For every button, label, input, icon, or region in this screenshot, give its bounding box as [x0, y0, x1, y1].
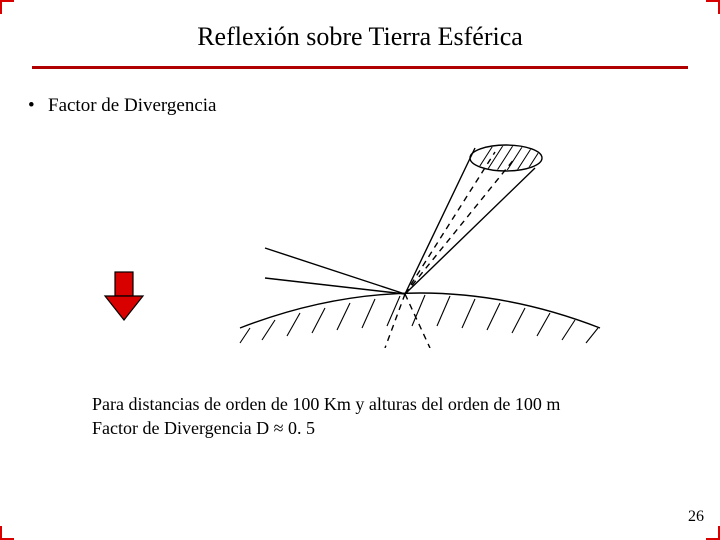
bullet-item: •Factor de Divergencia	[28, 95, 688, 117]
bullet-text: Factor de Divergencia	[48, 95, 216, 116]
caption-line-2: Factor de Divergencia D ≈ 0. 5	[92, 416, 560, 440]
corner-mark	[706, 0, 720, 14]
caption-line-1: Para distancias de orden de 100 Km y alt…	[92, 392, 560, 416]
page-number: 26	[688, 508, 704, 526]
corner-mark	[0, 526, 14, 540]
caption-text: Para distancias de orden de 100 Km y alt…	[92, 392, 560, 441]
bullet-marker: •	[28, 95, 48, 117]
title-underline	[32, 66, 688, 69]
corner-mark	[0, 0, 14, 14]
corner-mark	[706, 526, 720, 540]
slide-title: Reflexión sobre Tierra Esférica	[32, 22, 688, 52]
spherical-earth-diagram	[230, 138, 610, 348]
down-arrow-icon	[100, 270, 148, 324]
